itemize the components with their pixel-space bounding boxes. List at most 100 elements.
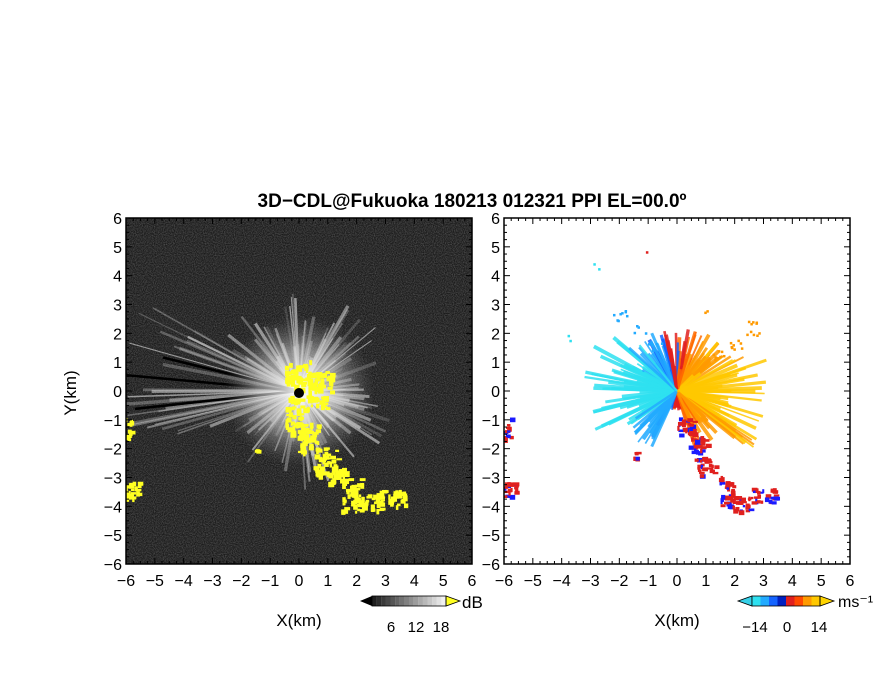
velocity-clutter-pixel [752, 490, 756, 494]
reflectivity-colorbar-segment [376, 596, 382, 606]
velocity-clutter-pixel [506, 424, 511, 427]
clutter-pixel [318, 474, 324, 480]
clutter-pixel [345, 510, 349, 514]
clutter-pixel [285, 410, 291, 413]
clutter-pixel [322, 460, 326, 465]
clutter-pixel [320, 378, 325, 384]
velocity-clutter-pixel [728, 496, 732, 501]
clutter-pixel [306, 374, 312, 378]
clutter-pixel [316, 424, 322, 429]
reflectivity-colorbar-tick-12: 12 [408, 619, 425, 636]
y-tick-label: 0 [491, 384, 500, 401]
velocity-clutter-pixel [699, 474, 705, 478]
velocity-clutter-pixel [762, 489, 765, 493]
y-tick-label: 6 [113, 211, 122, 228]
clutter-pixel [371, 497, 376, 501]
velocity-clutter-pixel [688, 445, 694, 450]
clutter-pixel [292, 406, 297, 409]
clutter-pixel [314, 397, 320, 402]
velocity-colorbar-segment [786, 596, 795, 606]
velocity-scatter-pixel [729, 341, 733, 345]
velocity-scatter-pixel [633, 331, 637, 335]
velocity-clutter-pixel [753, 496, 760, 499]
clutter-pixel [303, 408, 309, 414]
velocity-clutter-pixel [509, 482, 515, 487]
x-tick-label: 0 [295, 573, 304, 590]
velocity-clutter-pixel [696, 444, 703, 449]
clutter-pixel [350, 490, 353, 496]
clutter-pixel [358, 494, 362, 497]
clutter-pixel [403, 503, 409, 509]
clutter-pixel [301, 427, 306, 430]
clutter-pixel [335, 449, 340, 452]
velocity-scatter-pixel [720, 350, 724, 354]
velocity-scatter-pixel [752, 321, 755, 324]
velocity-scatter-pixel [637, 326, 640, 329]
velocity-ray [676, 366, 747, 393]
y-tick-label: −1 [482, 413, 500, 430]
clutter-pixel [330, 481, 334, 486]
clutter-pixel [299, 423, 304, 428]
x-tick-label: −3 [203, 573, 221, 590]
clutter-pixel [330, 382, 334, 387]
clutter-pixel [294, 401, 301, 405]
clutter-pixel [297, 436, 302, 441]
velocity-scatter-pixel [747, 320, 751, 324]
velocity-scatter-pixel [644, 332, 648, 335]
clutter-pixel [379, 490, 383, 496]
clutter-pixel [316, 471, 320, 478]
velocity-clutter-pixel [730, 482, 734, 486]
velocity-clutter-pixel [725, 483, 731, 489]
velocity-clutter-pixel [710, 467, 714, 472]
clutter-pixel [330, 473, 333, 478]
velocity-ray [676, 386, 762, 393]
x-tick-label: −4 [175, 573, 193, 590]
clutter-pixel [325, 371, 330, 375]
clutter-pixel [296, 424, 299, 429]
velocity-clutter-pixel [684, 420, 690, 423]
velocity-clutter-pixel [700, 464, 704, 470]
reflectivity-colorbar-segment [441, 596, 447, 606]
clutter-pixel [359, 478, 366, 482]
clutter-pixel [396, 503, 401, 507]
velocity-ray [675, 331, 697, 392]
clutter-pixel [373, 494, 378, 499]
clutter-pixel [300, 431, 303, 436]
x-tick-label: 4 [788, 573, 797, 590]
velocity-scatter-pixel [651, 344, 654, 347]
velocity-clutter-pixel [738, 510, 745, 516]
x-tick-label: −2 [232, 573, 250, 590]
clutter-pixel [370, 504, 375, 510]
velocity-scatter-pixel [714, 356, 717, 359]
y-tick-label: −4 [104, 499, 122, 516]
clutter-pixel [327, 453, 332, 457]
x-tick-label: 5 [439, 573, 448, 590]
clutter-pixel [290, 432, 297, 438]
clutter-pixel [329, 461, 333, 468]
clutter-pixel [310, 430, 315, 435]
reflectivity-colorbar-segment [413, 596, 419, 606]
clutter-pixel [290, 381, 294, 386]
velocity-scatter-pixel [740, 347, 744, 350]
clutter-pixel [303, 434, 310, 441]
y-tick-label: −2 [482, 442, 500, 459]
clutter-pixel [314, 468, 320, 472]
reflectivity-colorbar: dB 6 12 18 [360, 593, 483, 636]
velocity-scatter-pixel [636, 325, 639, 328]
clutter-pixel [320, 471, 327, 476]
velocity-scatter-pixel [717, 350, 721, 353]
clutter-pixel [380, 494, 385, 500]
velocity-clutter-pixel [733, 495, 740, 501]
clutter-pixel [301, 381, 307, 385]
clutter-echoes [126, 360, 409, 515]
clutter-pixel [312, 431, 318, 438]
velocity-scatter-pixel [598, 268, 601, 271]
velocity-clutter-pixel [709, 469, 715, 474]
velocity-clutter-pixel [732, 485, 737, 489]
clutter-pixel [301, 450, 308, 455]
clutter-pixel [288, 363, 293, 368]
velocity-clutter-pixel [719, 481, 722, 486]
velocity-clutter-pixel [504, 490, 510, 494]
